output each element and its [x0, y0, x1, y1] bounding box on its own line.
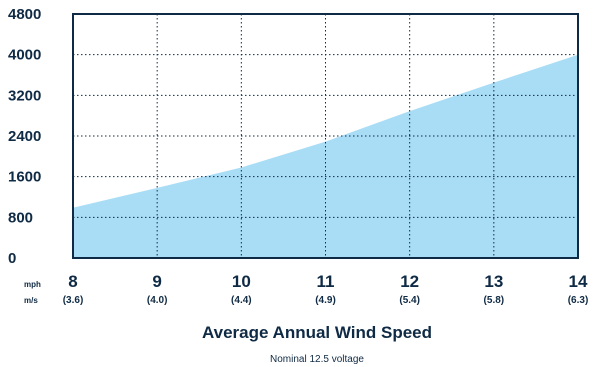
x-unit-secondary: m/s: [24, 296, 38, 305]
y-tick-label: 1600: [8, 169, 41, 186]
x-tick-label-secondary: (4.9): [315, 295, 336, 306]
grid-lines: [73, 14, 578, 258]
x-tick-label-secondary: (6.3): [568, 295, 589, 306]
y-tick-label: 4800: [8, 6, 41, 23]
y-axis-ticks: 0 800 1600 2400 3200 4000 4800: [8, 6, 41, 267]
x-tick-label-secondary: (4.0): [147, 295, 168, 306]
chart-caption: Nominal 12.5 voltage: [270, 354, 364, 365]
x-tick-label: 13: [484, 272, 503, 291]
y-tick-label: 800: [8, 209, 33, 226]
x-tick-label: 10: [232, 272, 251, 291]
x-tick-label-secondary: (4.4): [231, 295, 252, 306]
area-series: [73, 54, 578, 259]
y-tick-label: 4000: [8, 47, 41, 64]
x-tick-label: 8: [68, 272, 77, 291]
x-axis-ticks: 8 (3.6) 9 (4.0) 10 (4.4) 11 (4.9) 12 (5.4) 13 (5.8)…: [63, 272, 589, 306]
x-tick-label: 14: [569, 272, 588, 291]
x-axis-label: Average Annual Wind Speed: [202, 323, 432, 342]
x-tick-label-secondary: (3.6): [63, 295, 84, 306]
x-tick-label: 12: [400, 272, 419, 291]
y-tick-label: 3200: [8, 87, 41, 104]
y-tick-label: 0: [8, 250, 16, 267]
x-tick-label: 11: [317, 272, 335, 291]
y-tick-label: 2400: [8, 128, 41, 145]
x-tick-label-secondary: (5.8): [484, 295, 505, 306]
plot-frame: [72, 13, 579, 259]
x-tick-label: 9: [152, 272, 161, 291]
x-unit-primary: mph: [24, 280, 41, 289]
x-tick-label-secondary: (5.4): [399, 295, 420, 306]
